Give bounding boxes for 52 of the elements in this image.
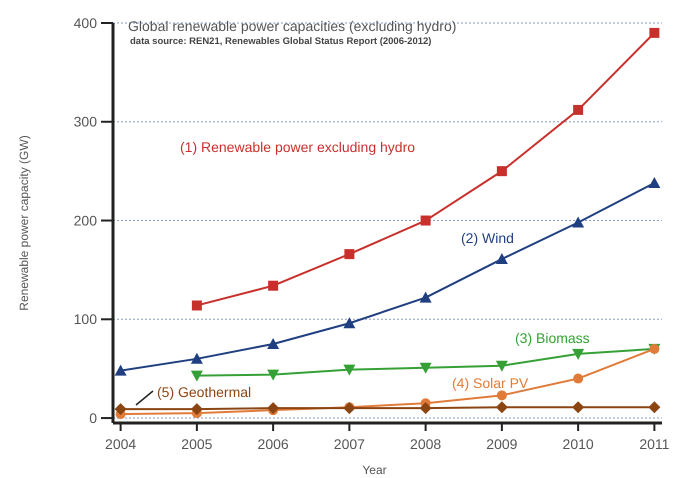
point [420, 292, 432, 303]
point [572, 401, 584, 414]
y-tick-label: 400 [74, 14, 98, 31]
point [268, 280, 278, 291]
point [496, 390, 507, 400]
point [573, 104, 584, 115]
point [344, 249, 354, 260]
point [267, 402, 280, 414]
series-label: (4) Solar PV [452, 375, 529, 391]
x-tick-label: 2011 [639, 436, 670, 452]
x-tick-label: 2005 [181, 436, 213, 452]
series-label: (3) Biomass [515, 330, 590, 346]
y-tick-label: 300 [74, 114, 98, 130]
series-label: (2) Wind [461, 230, 514, 246]
point [648, 401, 660, 414]
point [190, 403, 203, 416]
point [114, 364, 127, 376]
point [190, 352, 203, 364]
x-tick-label: 2009 [486, 436, 518, 452]
text: data source: REN21, Renewables Global Status Report (2006-2012) [130, 36, 432, 47]
point [496, 360, 508, 372]
x-tick-label: 2006 [258, 436, 289, 452]
point [267, 370, 280, 381]
x-tick-label: 2010 [562, 436, 594, 452]
y-tick-label: 0 [89, 410, 98, 426]
point [190, 370, 203, 382]
point [267, 338, 280, 349]
point [420, 402, 432, 414]
point [420, 216, 431, 226]
point [572, 216, 584, 228]
point [648, 177, 660, 188]
point [496, 401, 508, 414]
x-axis-title: Year [362, 463, 387, 477]
point [573, 374, 584, 384]
text: (1) Renewable power excluding hydro [180, 139, 416, 155]
point [572, 348, 584, 360]
chart-title: Global renewable power capacities (excluding hydro) [128, 18, 456, 34]
point [343, 364, 356, 376]
series-label: (5) Geothermal [157, 384, 252, 400]
point [192, 300, 202, 310]
point [114, 403, 127, 416]
y-tick-label: 100 [74, 311, 98, 328]
x-tick-label: 2007 [334, 436, 366, 452]
point [496, 253, 508, 264]
point [420, 362, 432, 374]
y-axis-title: Renewable power capacity (GW) [17, 135, 31, 311]
point [343, 317, 356, 328]
point [496, 166, 507, 176]
x-tick-label: 2008 [410, 436, 442, 452]
x-tick-label: 2004 [105, 436, 136, 452]
y-tick-label: 200 [74, 212, 98, 228]
point [649, 28, 660, 38]
